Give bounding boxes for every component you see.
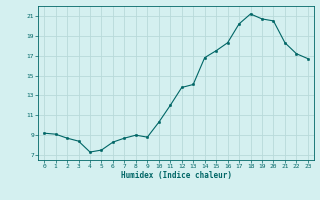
X-axis label: Humidex (Indice chaleur): Humidex (Indice chaleur) [121,171,231,180]
